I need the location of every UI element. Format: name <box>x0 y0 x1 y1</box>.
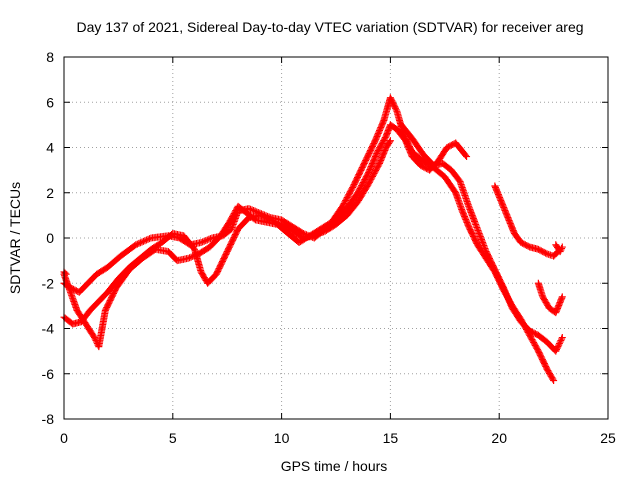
data-point <box>206 235 214 243</box>
data-point <box>390 101 398 109</box>
y-tick-label: 6 <box>46 94 54 110</box>
data-point <box>463 153 471 161</box>
data-point <box>386 94 394 102</box>
data-point <box>379 118 387 126</box>
y-tick-label: -4 <box>42 321 55 337</box>
y-axis-label: SDTVAR / TECUs <box>7 182 23 294</box>
y-tick-label: 4 <box>46 140 54 156</box>
plot-frame <box>63 56 609 420</box>
data-point <box>387 95 395 103</box>
x-axis-label: GPS time / hours <box>281 458 388 474</box>
data-point <box>391 103 399 111</box>
data-point <box>199 238 207 246</box>
data-point <box>61 269 69 277</box>
data-point <box>558 243 566 251</box>
data-point <box>556 338 564 346</box>
data-point <box>558 245 566 253</box>
data-point <box>189 252 197 260</box>
data-point <box>552 347 560 355</box>
data-point <box>250 207 258 215</box>
data-point <box>388 97 396 105</box>
data-point <box>187 253 195 261</box>
data-series <box>552 241 566 256</box>
x-tick-label: 5 <box>169 430 177 446</box>
grid <box>64 57 608 419</box>
data-point <box>132 241 140 249</box>
data-point <box>144 235 152 243</box>
data-point <box>389 98 397 106</box>
axis-ticks: 0 5 10 15 20 25 -8 -6 -4 -2 0 2 4 6 8 <box>42 49 616 446</box>
chart-title: Day 137 of 2021, Sidereal Day-to-day VTE… <box>76 19 583 35</box>
data-point <box>135 239 143 247</box>
data-point <box>392 106 400 114</box>
data-point <box>555 341 563 349</box>
data-point <box>550 377 558 385</box>
data-series <box>534 279 566 317</box>
data-point <box>184 254 192 262</box>
data-point <box>558 293 566 301</box>
data-point <box>558 334 566 342</box>
data-point <box>386 137 394 145</box>
data-point <box>200 237 208 245</box>
data-point <box>136 239 144 247</box>
data-point <box>138 238 146 246</box>
data-points <box>60 94 566 385</box>
data-point <box>557 246 565 254</box>
data-point <box>553 346 561 354</box>
data-point <box>190 252 198 260</box>
data-series <box>491 182 562 260</box>
data-point <box>556 248 564 256</box>
data-point <box>133 240 141 248</box>
data-point <box>391 104 399 112</box>
y-tick-label: -2 <box>42 275 55 291</box>
data-point <box>542 249 550 257</box>
x-tick-label: 0 <box>60 430 68 446</box>
data-point <box>555 340 563 348</box>
data-point <box>205 235 213 243</box>
y-tick-label: -8 <box>42 411 55 427</box>
data-point <box>139 237 147 245</box>
data-point <box>549 375 557 383</box>
data-point <box>141 237 149 245</box>
data-point <box>248 206 256 214</box>
data-point <box>245 205 253 213</box>
y-tick-label: 8 <box>46 49 54 65</box>
data-point <box>557 337 565 345</box>
x-tick-label: 10 <box>274 430 290 446</box>
data-point <box>553 344 561 352</box>
data-point <box>192 251 200 259</box>
data-series <box>397 121 566 355</box>
data-point <box>146 235 154 243</box>
x-tick-label: 25 <box>600 430 616 446</box>
data-point <box>90 334 98 342</box>
data-point <box>554 343 562 351</box>
data-series <box>60 94 558 385</box>
data-point <box>186 254 194 262</box>
data-point <box>202 237 210 245</box>
x-tick-label: 20 <box>491 430 507 446</box>
x-tick-label: 15 <box>383 430 399 446</box>
data-point <box>389 100 397 108</box>
data-point <box>203 236 211 244</box>
data-point <box>386 138 394 146</box>
y-tick-label: -6 <box>42 366 55 382</box>
y-tick-label: 2 <box>46 185 54 201</box>
data-point <box>197 239 205 247</box>
data-point <box>558 335 566 343</box>
data-point <box>247 205 255 213</box>
data-point <box>462 151 470 159</box>
data-point <box>142 236 150 244</box>
y-tick-label: 0 <box>46 230 54 246</box>
